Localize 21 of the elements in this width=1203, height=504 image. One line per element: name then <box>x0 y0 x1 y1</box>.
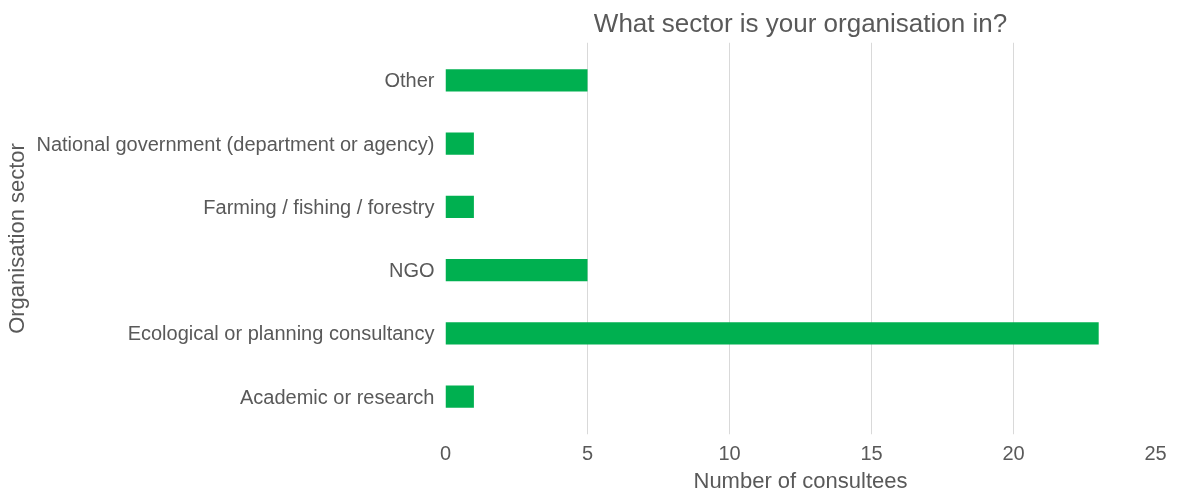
y-tick-label: Ecological or planning consultancy <box>127 322 435 345</box>
x-axis-title: Number of consultees <box>693 467 908 493</box>
x-tick-label: 15 <box>860 441 883 464</box>
x-tick-label: 5 <box>581 441 594 464</box>
y-tick-label: Farming / fishing / forestry <box>203 195 435 218</box>
y-tick-label: NGO <box>388 259 435 282</box>
bar <box>445 322 1099 345</box>
x-tick-label: 0 <box>439 441 452 464</box>
bar <box>445 259 588 282</box>
bar <box>445 132 474 155</box>
y-tick-label: Other <box>384 69 435 92</box>
x-tick-label: 20 <box>1002 441 1025 464</box>
x-tick-label: 10 <box>718 441 741 464</box>
y-tick-label: National government (department or agency) <box>36 132 435 155</box>
bar <box>445 195 474 218</box>
x-tick-label: 25 <box>1144 441 1167 464</box>
chart-title: What sector is your organisation in? <box>593 7 1008 38</box>
bar <box>445 69 588 92</box>
bar <box>445 385 474 408</box>
y-axis-title: Organisation sector <box>3 143 29 334</box>
y-tick-label: Academic or research <box>239 385 435 408</box>
